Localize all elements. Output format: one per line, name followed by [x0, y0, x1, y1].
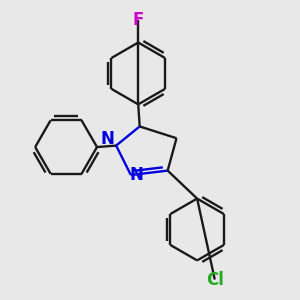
- Text: N: N: [101, 130, 115, 148]
- Text: N: N: [129, 166, 143, 184]
- Text: Cl: Cl: [206, 271, 224, 289]
- Text: F: F: [133, 11, 144, 29]
